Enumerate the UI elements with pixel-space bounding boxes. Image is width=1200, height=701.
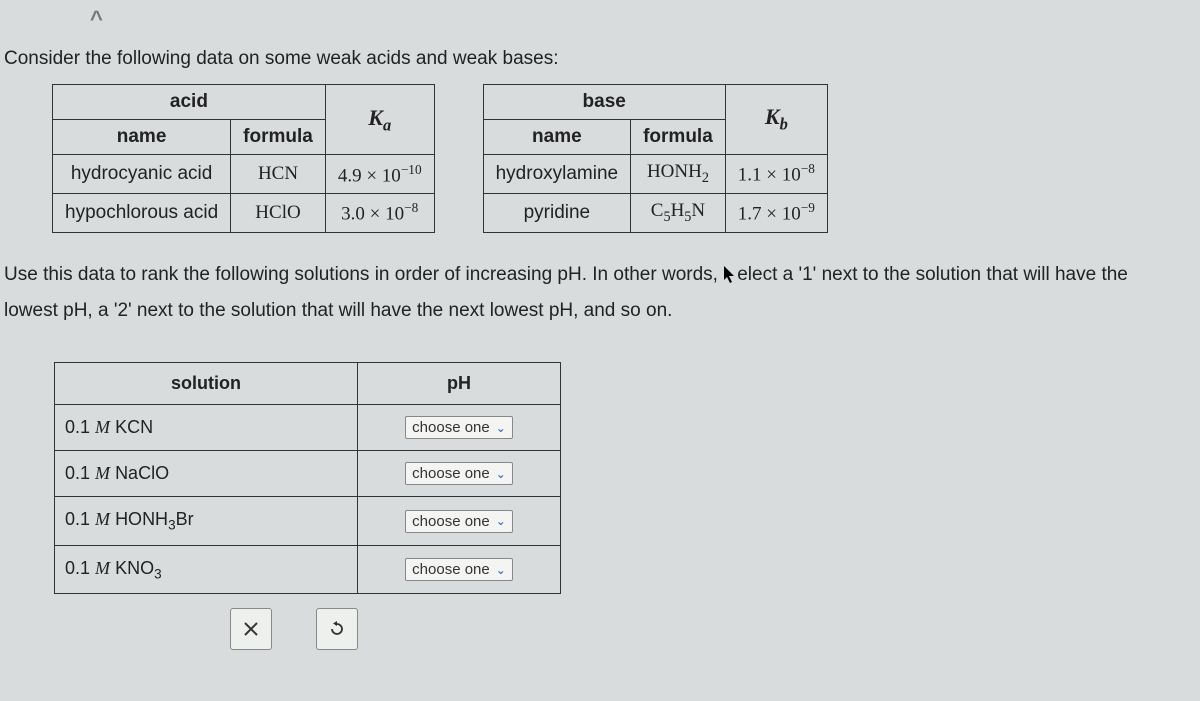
ranking-table: solution pH 0.1 M KCN choose one⌄ 0.1 M … xyxy=(54,362,561,594)
solution-cell: 0.1 M HONH3Br xyxy=(55,497,358,546)
solution-header: solution xyxy=(55,363,358,405)
acid-formula-cell: HClO xyxy=(231,194,326,233)
ph-dropdown[interactable]: choose one⌄ xyxy=(405,558,513,581)
table-row: 0.1 M NaClO choose one⌄ xyxy=(55,451,561,497)
acid-formula-header: formula xyxy=(231,120,326,155)
solution-cell: 0.1 M KNO3 xyxy=(55,545,358,594)
base-k-header: Kb xyxy=(725,85,827,155)
acid-group-header: acid xyxy=(53,85,326,120)
ph-dropdown[interactable]: choose one⌄ xyxy=(405,510,513,533)
base-table: base Kb name formula hydroxylamine HONH2… xyxy=(483,84,828,233)
chevron-down-icon: ⌄ xyxy=(496,467,506,481)
collapse-chevron-icon[interactable]: ^ xyxy=(4,8,1196,30)
acid-name-cell: hypochlorous acid xyxy=(53,194,231,233)
clear-button[interactable] xyxy=(230,608,272,650)
ph-dropdown[interactable]: choose one⌄ xyxy=(405,416,513,439)
chevron-down-icon: ⌄ xyxy=(496,421,506,435)
reset-icon xyxy=(328,620,346,638)
ph-dropdown[interactable]: choose one⌄ xyxy=(405,462,513,485)
acid-ka-cell: 3.0 × 10−8 xyxy=(325,194,434,233)
acid-name-cell: hydrocyanic acid xyxy=(53,155,231,194)
chevron-down-icon: ⌄ xyxy=(496,514,506,528)
base-formula-cell: HONH2 xyxy=(631,155,726,194)
solution-cell: 0.1 M NaClO xyxy=(55,451,358,497)
acid-formula-cell: HCN xyxy=(231,155,326,194)
chevron-down-icon: ⌄ xyxy=(496,563,506,577)
cursor-icon xyxy=(723,264,737,295)
base-kb-cell: 1.1 × 10−8 xyxy=(725,155,827,194)
table-row: hydrocyanic acid HCN 4.9 × 10−10 xyxy=(53,155,435,194)
table-row: 0.1 M KCN choose one⌄ xyxy=(55,405,561,451)
base-name-cell: pyridine xyxy=(483,193,631,232)
acid-k-header: Ka xyxy=(325,85,434,155)
solution-cell: 0.1 M KCN xyxy=(55,405,358,451)
base-formula-header: formula xyxy=(631,120,726,155)
table-row: 0.1 M KNO3 choose one⌄ xyxy=(55,545,561,594)
acid-table: acid Ka name formula hydrocyanic acid HC… xyxy=(52,84,435,233)
table-row: hypochlorous acid HClO 3.0 × 10−8 xyxy=(53,194,435,233)
ph-header: pH xyxy=(358,363,561,405)
reset-button[interactable] xyxy=(316,608,358,650)
base-name-header: name xyxy=(483,120,631,155)
table-row: 0.1 M HONH3Br choose one⌄ xyxy=(55,497,561,546)
base-group-header: base xyxy=(483,85,725,120)
table-row: pyridine C5H5N 1.7 × 10−9 xyxy=(483,193,827,232)
acid-ka-cell: 4.9 × 10−10 xyxy=(325,155,434,194)
base-formula-cell: C5H5N xyxy=(631,193,726,232)
close-icon xyxy=(243,621,259,637)
base-name-cell: hydroxylamine xyxy=(483,155,631,194)
table-row: hydroxylamine HONH2 1.1 × 10−8 xyxy=(483,155,827,194)
intro-text: Consider the following data on some weak… xyxy=(4,30,1196,84)
acid-name-header: name xyxy=(53,120,231,155)
base-kb-cell: 1.7 × 10−9 xyxy=(725,193,827,232)
instruction-text: Use this data to rank the following solu… xyxy=(4,259,1196,327)
